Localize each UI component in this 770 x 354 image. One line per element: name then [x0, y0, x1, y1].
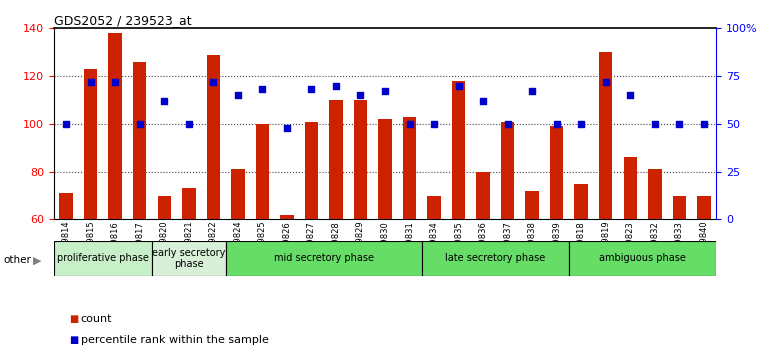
Bar	[378, 119, 392, 219]
Bar	[550, 126, 564, 219]
Text: percentile rank within the sample: percentile rank within the sample	[81, 335, 269, 345]
Bar	[152, 241, 226, 276]
Bar	[648, 169, 661, 219]
Bar	[54, 241, 152, 276]
Point	[575, 121, 588, 127]
Text: proliferative phase: proliferative phase	[57, 253, 149, 263]
Text: ambiguous phase: ambiguous phase	[599, 253, 686, 263]
Point	[698, 121, 710, 127]
Bar	[84, 69, 98, 219]
Point	[379, 88, 391, 94]
Bar	[256, 124, 269, 219]
Point	[281, 125, 293, 131]
Bar	[158, 195, 171, 219]
Bar	[305, 121, 318, 219]
Point	[182, 121, 195, 127]
Bar	[624, 157, 637, 219]
Bar	[574, 184, 588, 219]
Text: mid secretory phase: mid secretory phase	[273, 253, 373, 263]
Point	[526, 88, 538, 94]
Point	[158, 98, 170, 104]
Point	[648, 121, 661, 127]
Point	[256, 87, 269, 92]
Bar	[427, 195, 440, 219]
Bar	[59, 193, 73, 219]
Point	[109, 79, 122, 85]
Point	[403, 121, 416, 127]
Point	[60, 121, 72, 127]
Point	[232, 92, 244, 98]
Bar	[500, 121, 514, 219]
Text: late secretory phase: late secretory phase	[445, 253, 545, 263]
Point	[330, 83, 342, 88]
Point	[624, 92, 637, 98]
Text: ▶: ▶	[33, 255, 42, 265]
Point	[501, 121, 514, 127]
Text: other: other	[4, 255, 32, 265]
Bar	[672, 195, 686, 219]
Bar	[422, 241, 569, 276]
Bar	[330, 100, 343, 219]
Point	[85, 79, 97, 85]
Bar	[697, 195, 711, 219]
Bar	[133, 62, 146, 219]
Point	[477, 98, 489, 104]
Bar	[569, 241, 716, 276]
Point	[551, 121, 563, 127]
Text: GDS2052 / 239523_at: GDS2052 / 239523_at	[54, 14, 192, 27]
Point	[673, 121, 685, 127]
Point	[354, 92, 367, 98]
Bar	[109, 33, 122, 219]
Bar	[182, 188, 196, 219]
Point	[453, 83, 465, 88]
Bar	[525, 191, 539, 219]
Point	[600, 79, 612, 85]
Text: early secretory
phase: early secretory phase	[152, 247, 226, 269]
Point	[305, 87, 317, 92]
Bar	[403, 117, 417, 219]
Bar	[206, 55, 220, 219]
Text: count: count	[81, 314, 112, 324]
Bar	[231, 169, 245, 219]
Bar	[280, 215, 293, 219]
Text: ■: ■	[69, 314, 79, 324]
Text: ■: ■	[69, 335, 79, 345]
Bar	[226, 241, 422, 276]
Bar	[599, 52, 612, 219]
Point	[133, 121, 146, 127]
Bar	[477, 172, 490, 219]
Point	[428, 121, 440, 127]
Bar	[452, 81, 465, 219]
Point	[207, 79, 219, 85]
Bar	[353, 100, 367, 219]
